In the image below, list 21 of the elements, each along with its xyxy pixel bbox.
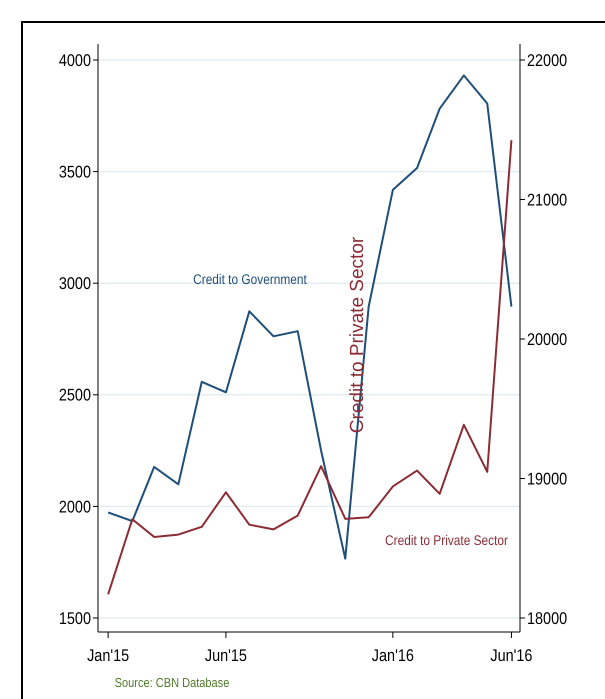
y2-tick-label: 18000 bbox=[527, 610, 568, 628]
line-series bbox=[107, 139, 512, 596]
y2-tick-label: 20000 bbox=[527, 330, 568, 350]
line-series bbox=[107, 74, 512, 560]
y-tick-label: 2000 bbox=[58, 498, 92, 517]
y2-tick-label: 19000 bbox=[527, 470, 568, 489]
y2-tick-label: 21000 bbox=[527, 191, 568, 210]
text: Credit to Government bbox=[193, 271, 308, 288]
series-label: Credit to Private Sector bbox=[385, 532, 509, 548]
y-tick-label: 4000 bbox=[58, 52, 92, 70]
x-tick-label: Jan'15 bbox=[87, 646, 130, 666]
y-tick-label: 1500 bbox=[58, 610, 92, 628]
x-tick-label: Jun'16 bbox=[490, 646, 533, 666]
y2-axis-title: Credit to Private Sector bbox=[347, 236, 368, 434]
y2-tick-label: 22000 bbox=[527, 52, 568, 70]
y-tick-label: 3000 bbox=[58, 275, 92, 294]
x-tick-label: Jun'15 bbox=[204, 646, 248, 666]
y-tick-label: 3500 bbox=[58, 164, 92, 182]
y-tick-label: 2500 bbox=[58, 386, 92, 406]
source-note: Source: CBN Database bbox=[114, 675, 230, 690]
x-tick-label: Jan'16 bbox=[372, 646, 414, 666]
